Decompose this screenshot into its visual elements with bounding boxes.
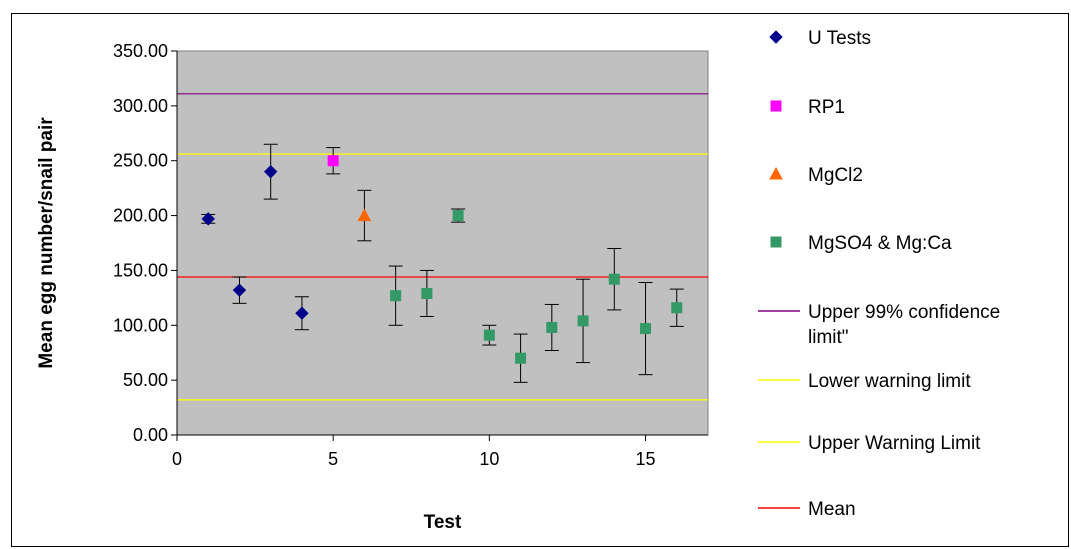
plot-area [176, 50, 709, 436]
x-tick-label: 15 [636, 449, 656, 469]
legend-item-0: U Tests [769, 28, 871, 49]
y-tick-label: 100.00 [113, 315, 168, 335]
y-tick-label: 250.00 [113, 151, 168, 171]
legend-marker-3 [770, 236, 782, 248]
data-point-mgso4-mg-ca [515, 352, 527, 364]
data-point-mgcl2 [357, 208, 372, 222]
data-point-u-tests [201, 212, 215, 226]
y-tick-label: 300.00 [113, 96, 168, 116]
y-tick-label: 0.00 [133, 425, 168, 445]
legend-label: RP1 [808, 97, 845, 118]
x-tick-label: 5 [328, 449, 338, 469]
y-tick-label: 150.00 [113, 260, 168, 280]
x-axis-title: Test [424, 512, 462, 533]
y-axis-title: Mean egg number/snail pair [36, 117, 57, 369]
x-tick-label: 0 [172, 449, 182, 469]
data-point-mgso4-mg-ca [452, 210, 464, 222]
legend-marker-1 [770, 100, 782, 112]
data-point-rp1 [327, 155, 339, 167]
legend-label: MgSO4 & Mg:Ca [808, 233, 952, 254]
data-point-mgso4-mg-ca [608, 273, 620, 285]
legend-label: Upper Warning Limit [808, 433, 981, 454]
legend-item-2: MgCl2 [769, 165, 863, 186]
legend-item-5: Lower warning limit [758, 371, 971, 392]
legend-item-6: Upper Warning Limit [758, 433, 981, 454]
data-point-mgso4-mg-ca [640, 323, 652, 335]
data-point-u-tests [295, 306, 309, 320]
legend: U Tests RP1 MgCl2 MgSO4 & Mg:Ca Upper 99% co… [758, 28, 1000, 520]
data-point-mgso4-mg-ca [577, 315, 589, 327]
data-point-mgso4-mg-ca [390, 290, 402, 302]
legend-item-4: Upper 99% confidence limit" [758, 302, 1000, 348]
legend-item-1: RP1 [770, 97, 845, 118]
legend-label: Lower warning limit [808, 371, 971, 392]
legend-label: MgCl2 [808, 165, 863, 186]
y-tick-label: 350.00 [113, 41, 168, 61]
legend-label: Mean [808, 499, 856, 520]
y-tick-label: 50.00 [123, 370, 168, 390]
legend-label: Upper 99% confidence [808, 302, 1000, 323]
legend-marker-0 [769, 30, 783, 44]
legend-item-3: MgSO4 & Mg:Ca [770, 233, 952, 254]
legend-label: limit" [808, 327, 849, 348]
data-point-mgso4-mg-ca [421, 287, 433, 299]
data-point-u-tests [263, 164, 278, 179]
y-tick-label: 200.00 [113, 206, 168, 226]
legend-marker-2 [769, 166, 783, 180]
legend-label: U Tests [808, 28, 871, 49]
data-point-mgso4-mg-ca [483, 329, 495, 341]
data-point-u-tests [232, 283, 247, 297]
legend-item-7: Mean [758, 499, 856, 520]
x-tick-label: 10 [479, 449, 499, 469]
data-point-mgso4-mg-ca [671, 302, 683, 314]
data-point-mgso4-mg-ca [546, 321, 558, 333]
